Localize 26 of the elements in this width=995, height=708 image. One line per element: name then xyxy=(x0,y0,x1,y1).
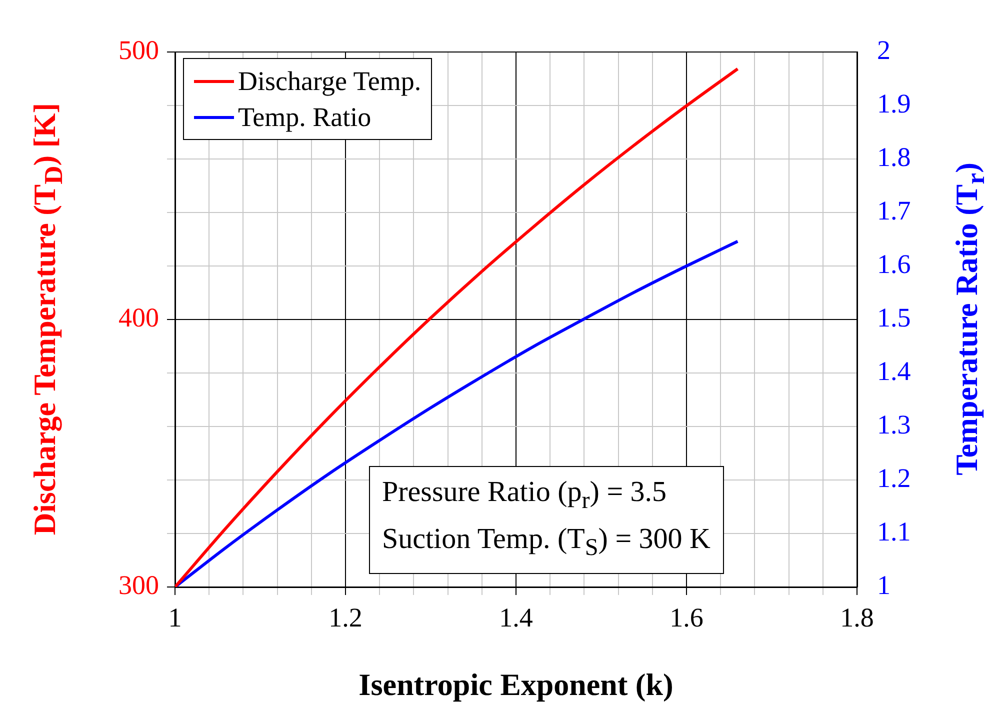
annotation: Suction Temp. (T$_{S}$) = 300 K xyxy=(382,522,710,563)
y2-tick-label: 1.9 xyxy=(877,88,911,119)
y2-tick-label: 1.8 xyxy=(877,142,911,172)
y2-tick-label: 1.5 xyxy=(877,302,911,333)
y2-tick-label: 2 xyxy=(877,35,890,66)
annotation: Pressure Ratio (p$_{r}$) = 3.5 xyxy=(382,475,668,516)
x-tick-label: 1.6 xyxy=(670,602,704,632)
x-tick-label: 1.4 xyxy=(499,602,534,632)
y2-tick-label: 1.3 xyxy=(877,410,911,440)
y2-tick-label: 1.6 xyxy=(877,249,911,280)
x-tick-label: 1.2 xyxy=(328,602,362,632)
x-tick-label: 1.8 xyxy=(840,602,874,632)
x-axis-title: Isentropic Exponent (k) xyxy=(358,667,674,703)
y-tick-label: 400 xyxy=(118,302,159,333)
line-series xyxy=(175,240,740,587)
y2-tick-label: 1.1 xyxy=(877,516,911,547)
y2-tick-label: 1 xyxy=(877,570,890,600)
legend-label: Temp. Ratio xyxy=(238,101,372,134)
y2-tick-label: 1.4 xyxy=(877,356,912,386)
y-tick-label: 500 xyxy=(118,35,159,66)
x-tick-label: 1 xyxy=(168,602,182,632)
y2-tick-label: 1.2 xyxy=(877,463,911,494)
y2-tick-label: 1.7 xyxy=(877,196,911,226)
y-tick-label: 300 xyxy=(118,570,159,600)
line-series xyxy=(175,67,740,587)
legend-label: Discharge Temp. xyxy=(238,65,422,98)
